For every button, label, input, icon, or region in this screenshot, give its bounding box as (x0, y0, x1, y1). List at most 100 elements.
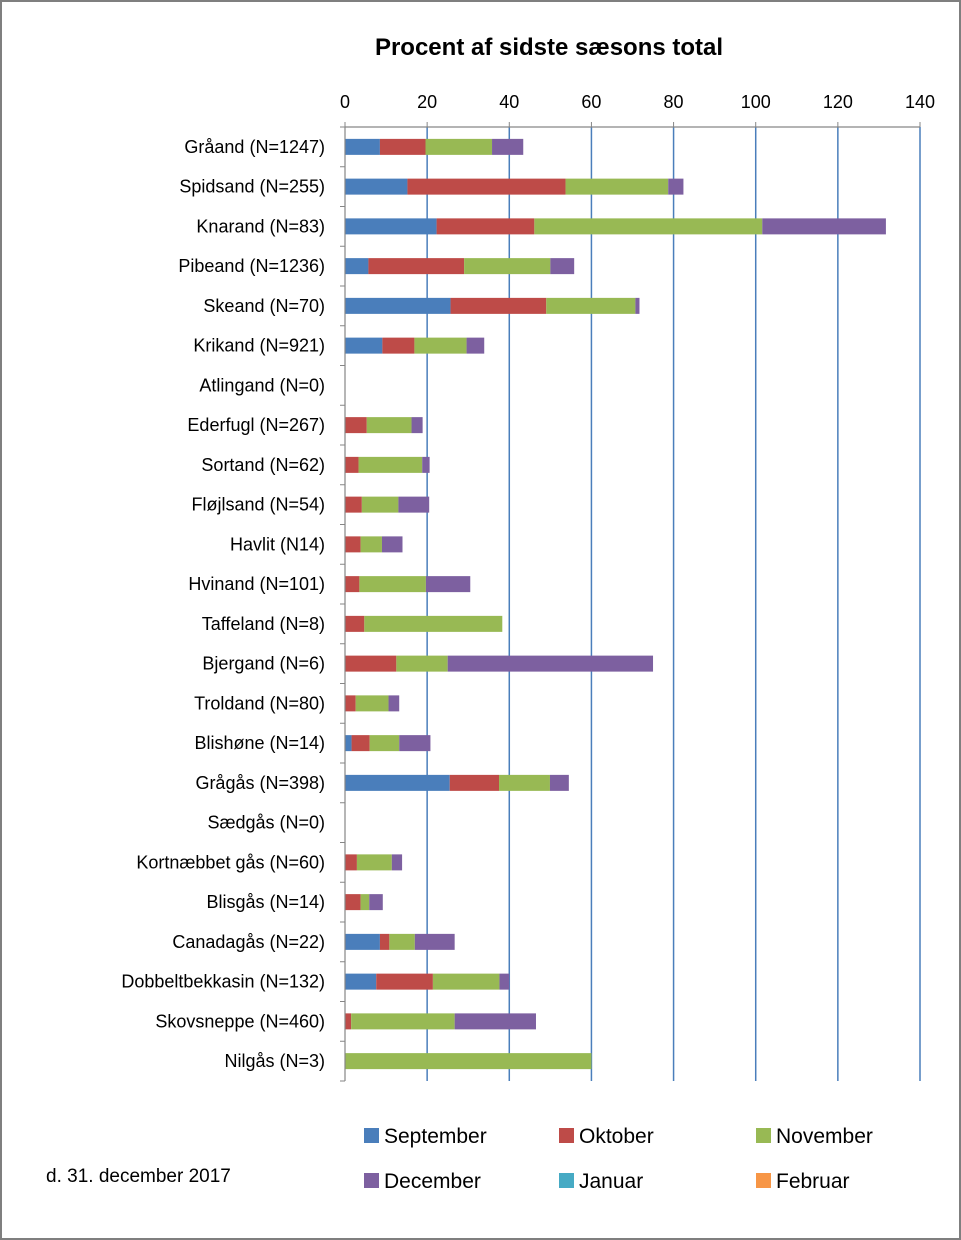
category-label: Troldand (N=80) (194, 693, 325, 713)
bar-segment (369, 735, 400, 752)
legend-swatch (559, 1173, 574, 1188)
category-label: Skovsneppe (N=460) (155, 1011, 325, 1031)
bar-segment (449, 774, 500, 791)
bar-segment (450, 297, 547, 314)
bar-segment (345, 536, 361, 553)
bar-segment (447, 655, 654, 672)
legend-swatch (364, 1173, 379, 1188)
grid-layer (426, 127, 921, 1081)
bar-segment (351, 1013, 455, 1030)
bar-segment (345, 933, 380, 950)
category-label: Havlit (N14) (230, 534, 325, 554)
bar-segment (345, 894, 361, 911)
x-tick-label: 140 (905, 92, 935, 112)
bar-segment (454, 1013, 536, 1030)
bar-segment (762, 218, 886, 235)
category-label: Skeand (N=70) (203, 296, 325, 316)
bar-segment (492, 138, 524, 155)
x-tick-label: 120 (823, 92, 853, 112)
bar-segment (345, 258, 369, 275)
bar-segment (345, 417, 367, 434)
x-axis-ticks: 0 20 40 60 80 100 120 140 (340, 92, 935, 127)
bar-segment (345, 1013, 352, 1030)
bar-segment (369, 894, 383, 911)
bar-segment (345, 854, 357, 871)
x-tick-label: 80 (664, 92, 684, 112)
category-label: Blishøne (N=14) (194, 733, 325, 753)
category-label: Grågås (N=398) (195, 773, 325, 793)
category-label: Gråand (N=1247) (184, 137, 325, 157)
bar-segment (407, 178, 566, 195)
category-labels: Gråand (N=1247) Spidsand (N=255) Knarand (… (121, 126, 345, 1082)
category-label: Dobbeltbekkasin (N=132) (121, 972, 325, 992)
legend-label: Januar (579, 1170, 643, 1193)
legend-swatch (559, 1128, 574, 1143)
category-label: Atlingand (N=0) (199, 375, 325, 395)
legend-label: December (384, 1170, 481, 1193)
bar-segment (345, 695, 356, 712)
x-tick-label: 40 (499, 92, 519, 112)
x-tick-label: 100 (741, 92, 771, 112)
legend-label: Februar (776, 1170, 850, 1193)
bar-segment (396, 655, 448, 672)
bars-layer (345, 138, 886, 1070)
bar-segment (368, 258, 465, 275)
bar-segment (345, 774, 450, 791)
category-label: Canadagås (N=22) (172, 932, 325, 952)
bar-segment (345, 178, 408, 195)
bar-segment (345, 576, 360, 593)
bar-segment (379, 933, 390, 950)
bar-segment (355, 695, 389, 712)
category-label: Knarand (N=83) (196, 216, 325, 236)
bar-segment (414, 933, 455, 950)
bar-segment (356, 854, 392, 871)
bar-segment (360, 536, 382, 553)
category-label: Ederfugl (N=267) (187, 415, 325, 435)
category-label: Blisgås (N=14) (206, 892, 325, 912)
bar-segment (499, 774, 550, 791)
bar-segment (565, 178, 669, 195)
category-label: Sortand (N=62) (201, 455, 325, 475)
legend-label: November (776, 1125, 873, 1148)
bar-segment (345, 138, 380, 155)
bar-segment (345, 735, 352, 752)
bar-segment (391, 854, 403, 871)
bar-segment (466, 337, 485, 354)
bar-segment (389, 933, 415, 950)
bar-segment (345, 297, 451, 314)
bar-segment (399, 735, 431, 752)
category-label: Bjergand (N=6) (202, 654, 325, 674)
bar-segment (411, 417, 423, 434)
bar-segment (361, 496, 399, 513)
bar-segment (425, 576, 471, 593)
bar-segment (364, 615, 503, 632)
bar-segment (414, 337, 467, 354)
bar-segment (381, 536, 403, 553)
category-label: Sædgås (N=0) (207, 813, 325, 833)
bar-segment (376, 973, 433, 990)
category-label: Nilgås (N=3) (224, 1051, 325, 1071)
bar-segment (432, 973, 500, 990)
bar-segment (382, 337, 415, 354)
bar-segment (550, 258, 575, 275)
legend-label: Oktober (579, 1125, 654, 1148)
legend-swatch (756, 1173, 771, 1188)
bar-segment (534, 218, 763, 235)
bar-segment (388, 695, 400, 712)
bar-segment (549, 774, 569, 791)
bar-segment (345, 218, 437, 235)
bar-segment (499, 973, 510, 990)
legend-label: September (384, 1125, 487, 1148)
bar-segment (366, 417, 412, 434)
category-label: Fløjlsand (N=54) (191, 495, 325, 515)
bar-segment (351, 735, 370, 752)
bar-segment (360, 894, 370, 911)
legend-swatch (756, 1128, 771, 1143)
category-label: Kortnæbbet gås (N=60) (136, 852, 325, 872)
bar-segment (635, 297, 640, 314)
category-label: Pibeand (N=1236) (178, 256, 325, 276)
bar-segment (425, 138, 493, 155)
bar-segment (464, 258, 551, 275)
bar-segment (379, 138, 426, 155)
